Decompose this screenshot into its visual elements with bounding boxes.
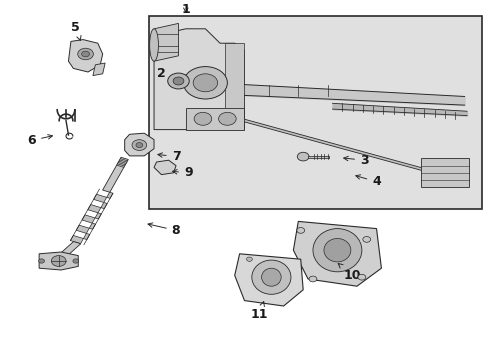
Circle shape — [183, 67, 227, 99]
Text: 10: 10 — [338, 264, 360, 282]
Circle shape — [81, 51, 89, 57]
Circle shape — [167, 73, 189, 89]
Polygon shape — [82, 215, 95, 223]
Circle shape — [39, 259, 44, 263]
Circle shape — [73, 259, 79, 263]
Polygon shape — [185, 108, 244, 130]
Polygon shape — [154, 29, 244, 130]
Text: 8: 8 — [148, 223, 180, 237]
Text: 3: 3 — [343, 154, 368, 167]
Circle shape — [78, 48, 93, 60]
Polygon shape — [124, 133, 154, 156]
Polygon shape — [68, 40, 102, 72]
Circle shape — [51, 256, 66, 266]
Text: 2: 2 — [157, 67, 180, 85]
Circle shape — [296, 228, 304, 233]
Polygon shape — [154, 23, 178, 61]
Polygon shape — [293, 221, 381, 286]
Text: 6: 6 — [27, 134, 52, 147]
Polygon shape — [95, 213, 101, 219]
Ellipse shape — [149, 29, 158, 61]
Text: 4: 4 — [355, 175, 380, 188]
Polygon shape — [234, 254, 303, 306]
Circle shape — [297, 152, 308, 161]
Ellipse shape — [312, 229, 361, 272]
Polygon shape — [106, 192, 113, 198]
Polygon shape — [93, 63, 105, 76]
Ellipse shape — [261, 268, 281, 286]
Circle shape — [136, 143, 142, 148]
Text: 7: 7 — [158, 150, 180, 163]
Circle shape — [132, 140, 146, 150]
Polygon shape — [154, 160, 176, 175]
Polygon shape — [224, 43, 244, 108]
Circle shape — [193, 74, 217, 92]
Text: 11: 11 — [250, 302, 267, 321]
Circle shape — [173, 77, 183, 85]
Polygon shape — [101, 202, 107, 209]
Text: 1: 1 — [181, 3, 190, 15]
Circle shape — [218, 112, 236, 125]
Polygon shape — [102, 157, 128, 192]
Polygon shape — [420, 158, 468, 187]
Polygon shape — [93, 194, 106, 202]
Text: 9: 9 — [172, 166, 192, 179]
Text: 5: 5 — [71, 21, 81, 40]
Polygon shape — [70, 235, 83, 244]
Circle shape — [246, 257, 252, 261]
Polygon shape — [220, 115, 439, 173]
Bar — [149, 16, 481, 209]
Ellipse shape — [251, 260, 290, 294]
Polygon shape — [88, 204, 101, 213]
Circle shape — [362, 237, 370, 242]
Circle shape — [357, 274, 365, 280]
Polygon shape — [55, 242, 81, 260]
Circle shape — [194, 112, 211, 125]
Polygon shape — [89, 223, 95, 229]
Polygon shape — [76, 225, 89, 233]
Polygon shape — [83, 233, 90, 239]
Circle shape — [308, 276, 316, 282]
Ellipse shape — [323, 238, 350, 262]
Polygon shape — [39, 252, 78, 270]
